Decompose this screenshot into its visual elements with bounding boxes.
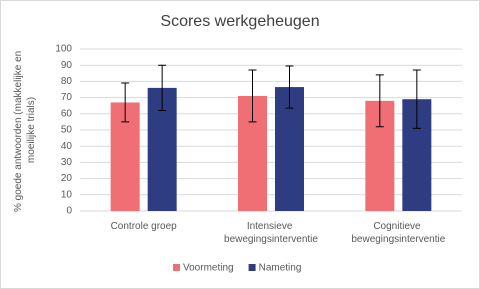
error-bar (375, 74, 384, 128)
legend-swatch (248, 264, 256, 271)
error-bar (285, 65, 294, 109)
error-bar (412, 69, 421, 129)
y-tick-label: 100 (55, 44, 72, 55)
chart-title: Scores werkgeheugen (160, 13, 319, 30)
y-tick-label: 30 (61, 157, 73, 168)
y-tick-label: 0 (66, 206, 72, 217)
x-tick-label: Cognitieve bewegingsinterventie (351, 221, 445, 245)
x-tick-label: Intensieve bewegingsinterventie (224, 221, 318, 245)
error-bar (121, 82, 130, 123)
error-bar (248, 69, 257, 123)
y-tick-label: 60 (61, 108, 73, 119)
y-tick-label: 10 (61, 189, 73, 200)
legend-label: Voormeting (183, 263, 234, 274)
y-tick-label: 90 (61, 60, 73, 71)
legend-swatch (173, 264, 180, 271)
y-tick-label: 40 (61, 141, 73, 152)
y-tick-label: 20 (61, 173, 73, 184)
error-bar (158, 64, 167, 112)
y-tick-label: 50 (61, 125, 73, 136)
x-tick-label: Controle groep (111, 221, 178, 232)
y-axis-label: % goede antwoorden (makkelijke en moeili… (13, 48, 37, 212)
y-tick-label: 70 (61, 92, 73, 103)
y-tick-label: 80 (61, 76, 73, 87)
legend-label: Nameting (259, 263, 302, 274)
